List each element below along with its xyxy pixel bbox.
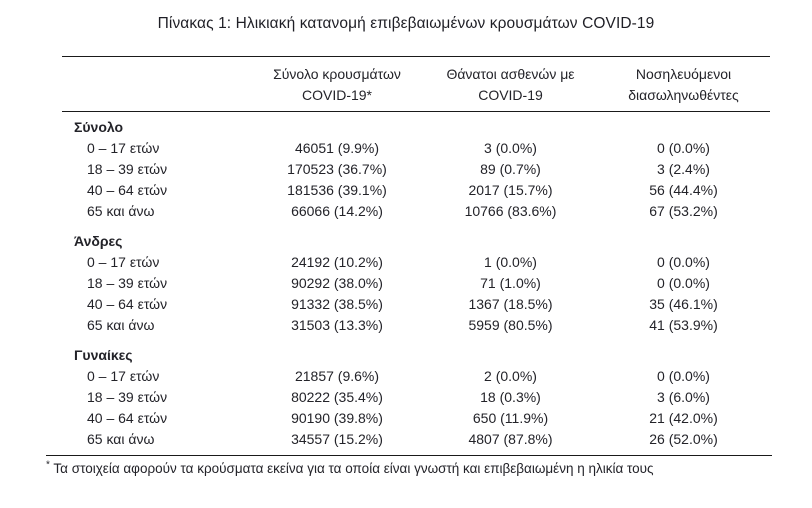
cases-value: 24192 (10.2%) bbox=[291, 254, 383, 270]
column-header-deaths: Θάνατοι ασθενών με COVID-19 bbox=[424, 56, 597, 112]
cases-value: 170523 (36.7%) bbox=[287, 161, 387, 177]
intubated-value: 56 (44.4%) bbox=[649, 182, 718, 198]
table-title: Πίνακας 1: Ηλικιακή κατανομή επιβεβαιωμέ… bbox=[157, 15, 655, 32]
age-group-label: 40 – 64 ετών bbox=[87, 182, 168, 198]
footnote-text: Τα στοιχεία αφορούν τα κρούσματα εκείνα … bbox=[53, 461, 654, 476]
column-header-cases-line2: COVID-19* bbox=[301, 87, 373, 103]
cases-value: 90292 (38.0%) bbox=[291, 275, 383, 291]
deaths-value: 1367 (18.5%) bbox=[468, 296, 553, 312]
section-row: Άνδρες bbox=[62, 222, 770, 252]
intubated-value: 3 (2.4%) bbox=[657, 161, 710, 177]
deaths-value: 1 (0.0%) bbox=[484, 254, 537, 270]
deaths-value: 4807 (87.8%) bbox=[468, 431, 553, 447]
cases-value: 31503 (13.3%) bbox=[291, 317, 383, 333]
section-row: Σύνολο bbox=[62, 112, 770, 139]
age-group-label: 40 – 64 ετών bbox=[87, 296, 168, 312]
intubated-value: 0 (0.0%) bbox=[657, 140, 710, 156]
age-group-label: 18 – 39 ετών bbox=[87, 389, 168, 405]
intubated-value: 0 (0.0%) bbox=[657, 368, 710, 384]
data-row: 40 – 64 ετών 90190 (39.8%) 650 (11.9%) 21 (… bbox=[62, 408, 770, 429]
data-row: 18 – 39 ετών 170523 (36.7%) 89 (0.7%) 3 (2.… bbox=[62, 159, 770, 180]
intubated-value: 3 (6.0%) bbox=[657, 389, 710, 405]
data-row: 0 – 17 ετών 24192 (10.2%) 1 (0.0%) 0 (0.0%) bbox=[62, 252, 770, 273]
data-row: 0 – 17 ετών 21857 (9.6%) 2 (0.0%) 0 (0.0%) bbox=[62, 366, 770, 387]
header-row: Σύνολο κρουσμάτων COVID-19* Θάνατοι ασθε… bbox=[62, 56, 770, 112]
data-row: 18 – 39 ετών 90292 (38.0%) 71 (1.0%) 0 (0.0… bbox=[62, 273, 770, 294]
intubated-value: 0 (0.0%) bbox=[657, 275, 710, 291]
deaths-value: 2 (0.0%) bbox=[484, 368, 537, 384]
deaths-value: 71 (1.0%) bbox=[480, 275, 541, 291]
age-group-label: 0 – 17 ετών bbox=[87, 140, 160, 156]
age-group-label: 0 – 17 ετών bbox=[87, 254, 160, 270]
age-group-label: 0 – 17 ετών bbox=[87, 368, 160, 384]
age-group-label: 18 – 39 ετών bbox=[87, 275, 168, 291]
deaths-value: 650 (11.9%) bbox=[472, 410, 549, 426]
intubated-value: 67 (53.2%) bbox=[649, 203, 718, 219]
deaths-value: 2017 (15.7%) bbox=[468, 182, 553, 198]
data-row: 40 – 64 ετών 181536 (39.1%) 2017 (15.7%) 56… bbox=[62, 180, 770, 201]
cases-value: 90190 (39.8%) bbox=[291, 410, 383, 426]
column-header-intubated-line2: διασωληνωθέντες bbox=[628, 87, 739, 103]
column-header-deaths-line2: COVID-19 bbox=[478, 87, 543, 103]
data-row: 65 και άνω 31503 (13.3%) 5959 (80.5%) 41 (5… bbox=[62, 315, 770, 336]
footnote: * Τα στοιχεία αφορούν τα κρούσματα εκείν… bbox=[46, 455, 772, 477]
column-header-intubated: Νοσηλευόμενοι διασωληνωθέντες bbox=[597, 56, 770, 112]
deaths-value: 18 (0.3%) bbox=[480, 389, 541, 405]
table-header: Σύνολο κρουσμάτων COVID-19* Θάνατοι ασθε… bbox=[62, 56, 770, 112]
column-header-cases-line1: Σύνολο κρουσμάτων bbox=[273, 66, 401, 82]
data-row: 0 – 17 ετών 46051 (9.9%) 3 (0.0%) 0 (0.0%) bbox=[62, 138, 770, 159]
age-group-label: 40 – 64 ετών bbox=[87, 410, 168, 426]
data-row: 65 και άνω 34557 (15.2%) 4807 (87.8%) 26 (5… bbox=[62, 429, 770, 455]
intubated-value: 35 (46.1%) bbox=[649, 296, 718, 312]
cases-value: 21857 (9.6%) bbox=[294, 368, 380, 384]
table-body: Σύνολο 0 – 17 ετών 46051 (9.9%) 3 (0.0%) 0 (… bbox=[62, 112, 770, 456]
section-label: Άνδρες bbox=[74, 233, 123, 249]
cases-value: 34557 (15.2%) bbox=[291, 431, 383, 447]
age-group-label: 18 – 39 ετών bbox=[87, 161, 168, 177]
cases-value: 66066 (14.2%) bbox=[291, 203, 383, 219]
covid-age-distribution-table: Σύνολο κρουσμάτων COVID-19* Θάνατοι ασθε… bbox=[62, 56, 770, 455]
intubated-value: 26 (52.0%) bbox=[649, 431, 718, 447]
column-header-deaths-line1: Θάνατοι ασθενών με bbox=[446, 66, 575, 82]
section-label: Σύνολο bbox=[74, 119, 124, 135]
footnote-asterisk: * bbox=[46, 459, 50, 471]
data-row: 40 – 64 ετών 91332 (38.5%) 1367 (18.5%) 35 … bbox=[62, 294, 770, 315]
deaths-value: 89 (0.7%) bbox=[480, 161, 541, 177]
age-group-label: 65 και άνω bbox=[87, 203, 155, 219]
deaths-value: 10766 (83.6%) bbox=[464, 203, 557, 219]
data-row: 65 και άνω 66066 (14.2%) 10766 (83.6%) 67 (… bbox=[62, 201, 770, 222]
intubated-value: 41 (53.9%) bbox=[649, 317, 718, 333]
cases-value: 91332 (38.5%) bbox=[291, 296, 383, 312]
data-row: 18 – 39 ετών 80222 (35.4%) 18 (0.3%) 3 (6.0… bbox=[62, 387, 770, 408]
column-header-blank bbox=[62, 56, 250, 112]
cases-value: 181536 (39.1%) bbox=[287, 182, 387, 198]
intubated-value: 21 (42.0%) bbox=[649, 410, 718, 426]
deaths-value: 5959 (80.5%) bbox=[468, 317, 553, 333]
deaths-value: 3 (0.0%) bbox=[484, 140, 537, 156]
cases-value: 80222 (35.4%) bbox=[291, 389, 383, 405]
age-group-label: 65 και άνω bbox=[87, 317, 155, 333]
cases-value: 46051 (9.9%) bbox=[294, 140, 380, 156]
intubated-value: 0 (0.0%) bbox=[657, 254, 710, 270]
column-header-intubated-line1: Νοσηλευόμενοι bbox=[635, 66, 732, 82]
section-row: Γυναίκες bbox=[62, 336, 770, 366]
age-group-label: 65 και άνω bbox=[87, 431, 155, 447]
column-header-cases: Σύνολο κρουσμάτων COVID-19* bbox=[250, 56, 424, 112]
section-label: Γυναίκες bbox=[74, 347, 133, 363]
